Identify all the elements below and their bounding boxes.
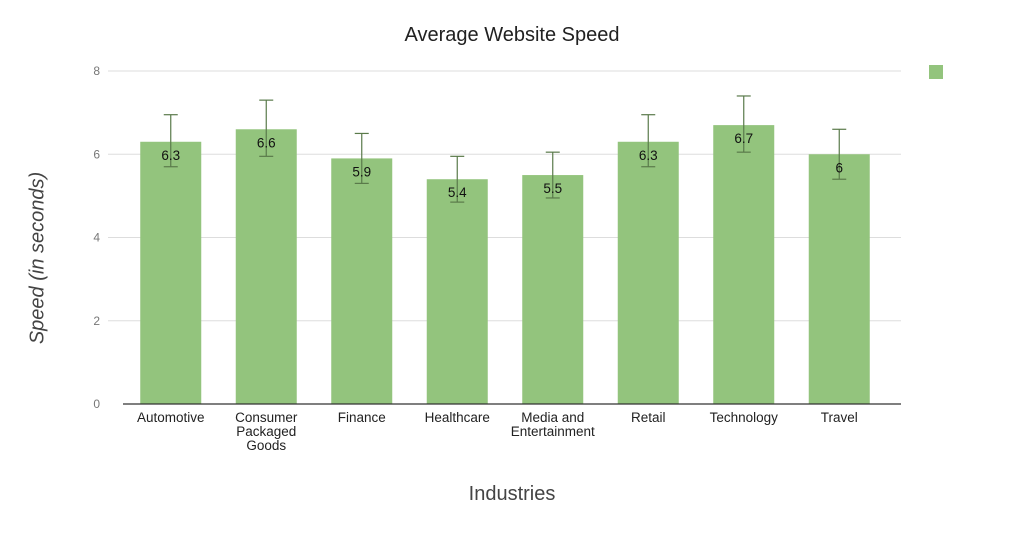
- x-tick-label: Technology: [710, 410, 779, 425]
- bar: [522, 175, 584, 404]
- data-label: 6.6: [257, 135, 276, 150]
- bar: [235, 129, 297, 404]
- x-tick-label: Retail: [631, 410, 666, 425]
- bar: [426, 179, 488, 404]
- x-tick-label: Travel: [821, 410, 858, 425]
- y-tick-label: 4: [93, 231, 100, 245]
- data-label: 6.3: [639, 148, 658, 163]
- y-tick-label: 2: [93, 314, 100, 328]
- data-label: 5.9: [352, 164, 371, 179]
- x-tick-label: Media and Entertainment: [511, 410, 595, 439]
- x-axis-label: Industries: [468, 483, 556, 505]
- y-tick-label: 0: [93, 397, 100, 411]
- bar: [713, 125, 775, 405]
- data-label: 6.7: [734, 131, 753, 146]
- x-tick-label: Consumer Packaged Goods: [235, 410, 298, 453]
- bar: [808, 154, 870, 404]
- data-label: 5.5: [543, 181, 562, 196]
- x-tick-label: Finance: [338, 410, 386, 425]
- bar: [617, 141, 679, 404]
- x-tick-label: Healthcare: [425, 410, 490, 425]
- data-label: 6.3: [161, 148, 180, 163]
- chart-title: Average Website Speed: [404, 24, 620, 46]
- y-tick-label: 6: [93, 147, 100, 161]
- x-tick-label: Automotive: [137, 410, 205, 425]
- legend-swatch: [929, 65, 943, 79]
- y-tick-label: 8: [93, 64, 100, 78]
- data-label: 5.4: [448, 185, 467, 200]
- data-label: 6: [835, 160, 843, 175]
- bar: [140, 141, 202, 404]
- bar: [331, 158, 393, 404]
